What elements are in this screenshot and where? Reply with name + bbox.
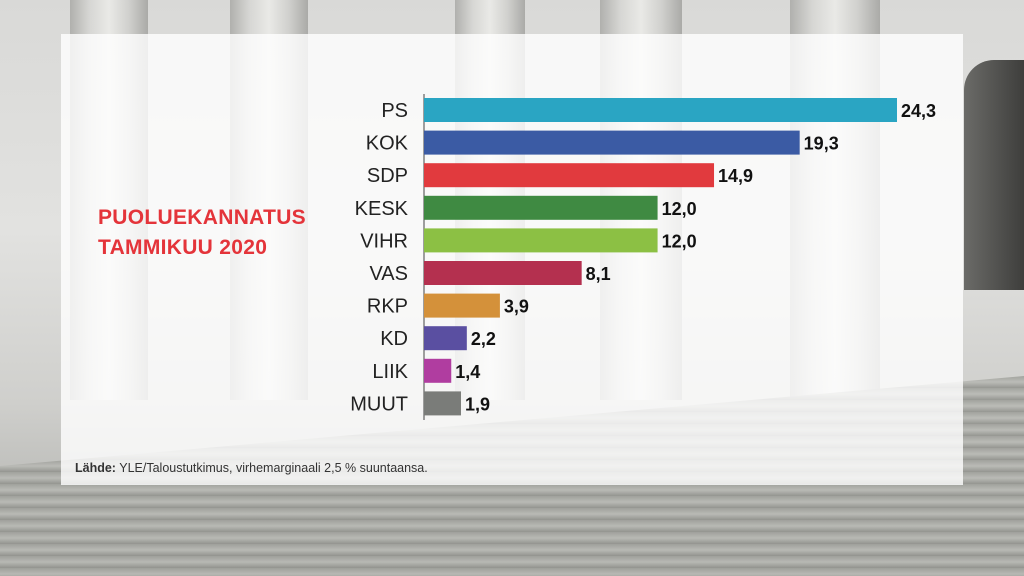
- value-label: 3,9: [504, 297, 529, 317]
- bar: [424, 130, 800, 155]
- bar: [424, 163, 715, 188]
- chart-title-line2: TAMMIKUU 2020: [98, 236, 268, 259]
- bar: [424, 228, 658, 253]
- category-label: KESK: [355, 198, 409, 220]
- chart-title-line1: PUOLUEKANNATUS: [98, 206, 306, 229]
- bar: [424, 293, 500, 318]
- source-text: YLE/Taloustutkimus, virhemarginaali 2,5 …: [119, 461, 428, 475]
- bar: [424, 326, 467, 351]
- category-label: MUUT: [350, 393, 408, 415]
- source-note: Lähde: YLE/Taloustutkimus, virhemarginaa…: [75, 461, 428, 475]
- value-label: 1,4: [455, 362, 480, 382]
- value-label: 2,2: [471, 329, 496, 349]
- category-label: KD: [380, 328, 408, 350]
- value-label: 12,0: [662, 199, 697, 219]
- source-label: Lähde:: [75, 461, 116, 475]
- bar: [424, 391, 461, 416]
- value-label: 8,1: [586, 264, 611, 284]
- value-label: 19,3: [804, 134, 839, 154]
- background-arch: [964, 60, 1024, 290]
- bar: [424, 261, 582, 285]
- category-label: LIIK: [372, 361, 408, 383]
- category-label: VIHR: [360, 230, 408, 252]
- category-label: SDP: [367, 165, 408, 187]
- bar: [424, 195, 658, 220]
- chart-title: PUOLUEKANNATUS TAMMIKUU 2020: [98, 203, 306, 263]
- value-label: 12,0: [662, 231, 697, 251]
- category-label: PS: [381, 100, 408, 122]
- bar: [424, 98, 897, 122]
- value-label: 1,9: [465, 394, 490, 414]
- value-label: 24,3: [901, 101, 936, 121]
- bars-layer: PS 24,3 KOK 19,3 SDP 14,9 KESK 12,0 VIHR 12,0 VAS 8…: [350, 94, 936, 420]
- value-label: 14,9: [718, 166, 753, 186]
- category-label: RKP: [367, 296, 408, 318]
- category-label: KOK: [366, 133, 409, 155]
- category-label: VAS: [369, 263, 408, 285]
- bar: [424, 358, 452, 383]
